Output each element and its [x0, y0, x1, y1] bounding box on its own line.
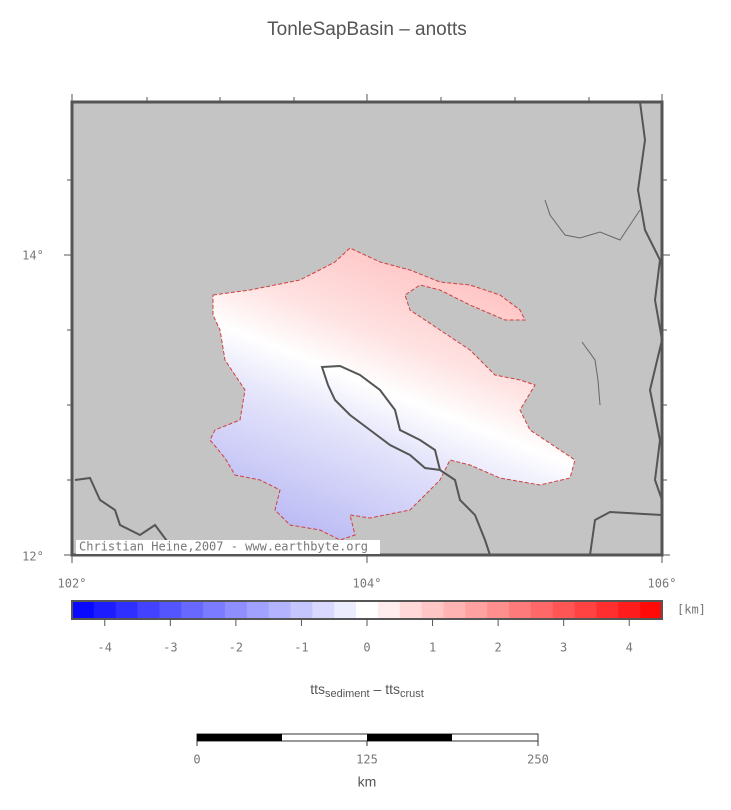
lat-label: 12° [22, 550, 44, 564]
colorbar-cell [93, 601, 117, 619]
colorbar-cell [574, 601, 597, 619]
colorbar-cell [72, 601, 95, 619]
colorbar-tick-label: -2 [229, 641, 243, 655]
title: TonleSapBasin – anotts [267, 19, 467, 40]
colorbar-caption: ttssediment – ttscrust [310, 681, 424, 700]
colorbar-cell [465, 601, 488, 619]
colorbar-cell [530, 601, 554, 619]
colorbar-cell [552, 601, 576, 619]
colorbar-tick-label: 4 [626, 641, 633, 655]
colorbar-cell [334, 601, 357, 619]
scale-label: 0 [193, 753, 200, 767]
colorbar-cell [312, 601, 335, 619]
caption-sub: crust [400, 688, 424, 700]
colorbar-tick-label: 1 [429, 641, 436, 655]
caption-term: tts [310, 681, 325, 697]
caption-term: tts [385, 681, 400, 697]
colorbar-ticks: -4 -3 -2 -1 0 1 2 3 4 [98, 619, 633, 655]
colorbar-cell [290, 601, 313, 619]
scale-label: 250 [527, 753, 549, 767]
colorbar-cell [487, 601, 510, 619]
colorbar-cell [224, 601, 248, 619]
colorbar-cell [421, 601, 444, 619]
colorbar-cell [640, 601, 663, 619]
colorbar-tick-label: -1 [294, 641, 308, 655]
colorbar-cell [137, 601, 160, 619]
colorbar-tick-label: -3 [163, 641, 177, 655]
colorbar-cell [203, 601, 226, 619]
colorbar-cell [509, 601, 532, 619]
colorbar-cell [377, 601, 401, 619]
colorbar-cell [181, 601, 204, 619]
colorbar-cell [246, 601, 270, 619]
colorbar-cell [268, 601, 292, 619]
lon-label: 104° [353, 577, 382, 591]
colorbar-cell [618, 601, 641, 619]
colorbar-cell [399, 601, 423, 619]
lat-label: 14° [22, 249, 44, 263]
colorbar-cell [159, 601, 182, 619]
colorbar-tick-label: 0 [363, 641, 370, 655]
lon-label: 106° [648, 577, 677, 591]
scalebar: 0 125 250 km [193, 733, 549, 790]
lon-label: 102° [58, 577, 87, 591]
caption-operator: – [370, 681, 386, 697]
colorbar-cell [443, 601, 466, 619]
colorbar-unit: [km] [677, 603, 706, 617]
colorbar-tick-label: 3 [560, 641, 567, 655]
colorbar-tick-label: 2 [494, 641, 501, 655]
colorbar-cell [115, 601, 139, 619]
credit: Christian Heine,2007 - www.earthbyte.org [79, 540, 368, 554]
colorbar [72, 601, 663, 619]
colorbar-tick-label: -4 [98, 641, 112, 655]
map: Christian Heine,2007 - www.earthbyte.org… [22, 94, 676, 591]
colorbar-cell [356, 601, 379, 619]
scale-unit: km [358, 774, 377, 790]
caption-sub: sediment [325, 688, 370, 700]
scale-label: 125 [356, 753, 378, 767]
colorbar-cell [596, 601, 619, 619]
